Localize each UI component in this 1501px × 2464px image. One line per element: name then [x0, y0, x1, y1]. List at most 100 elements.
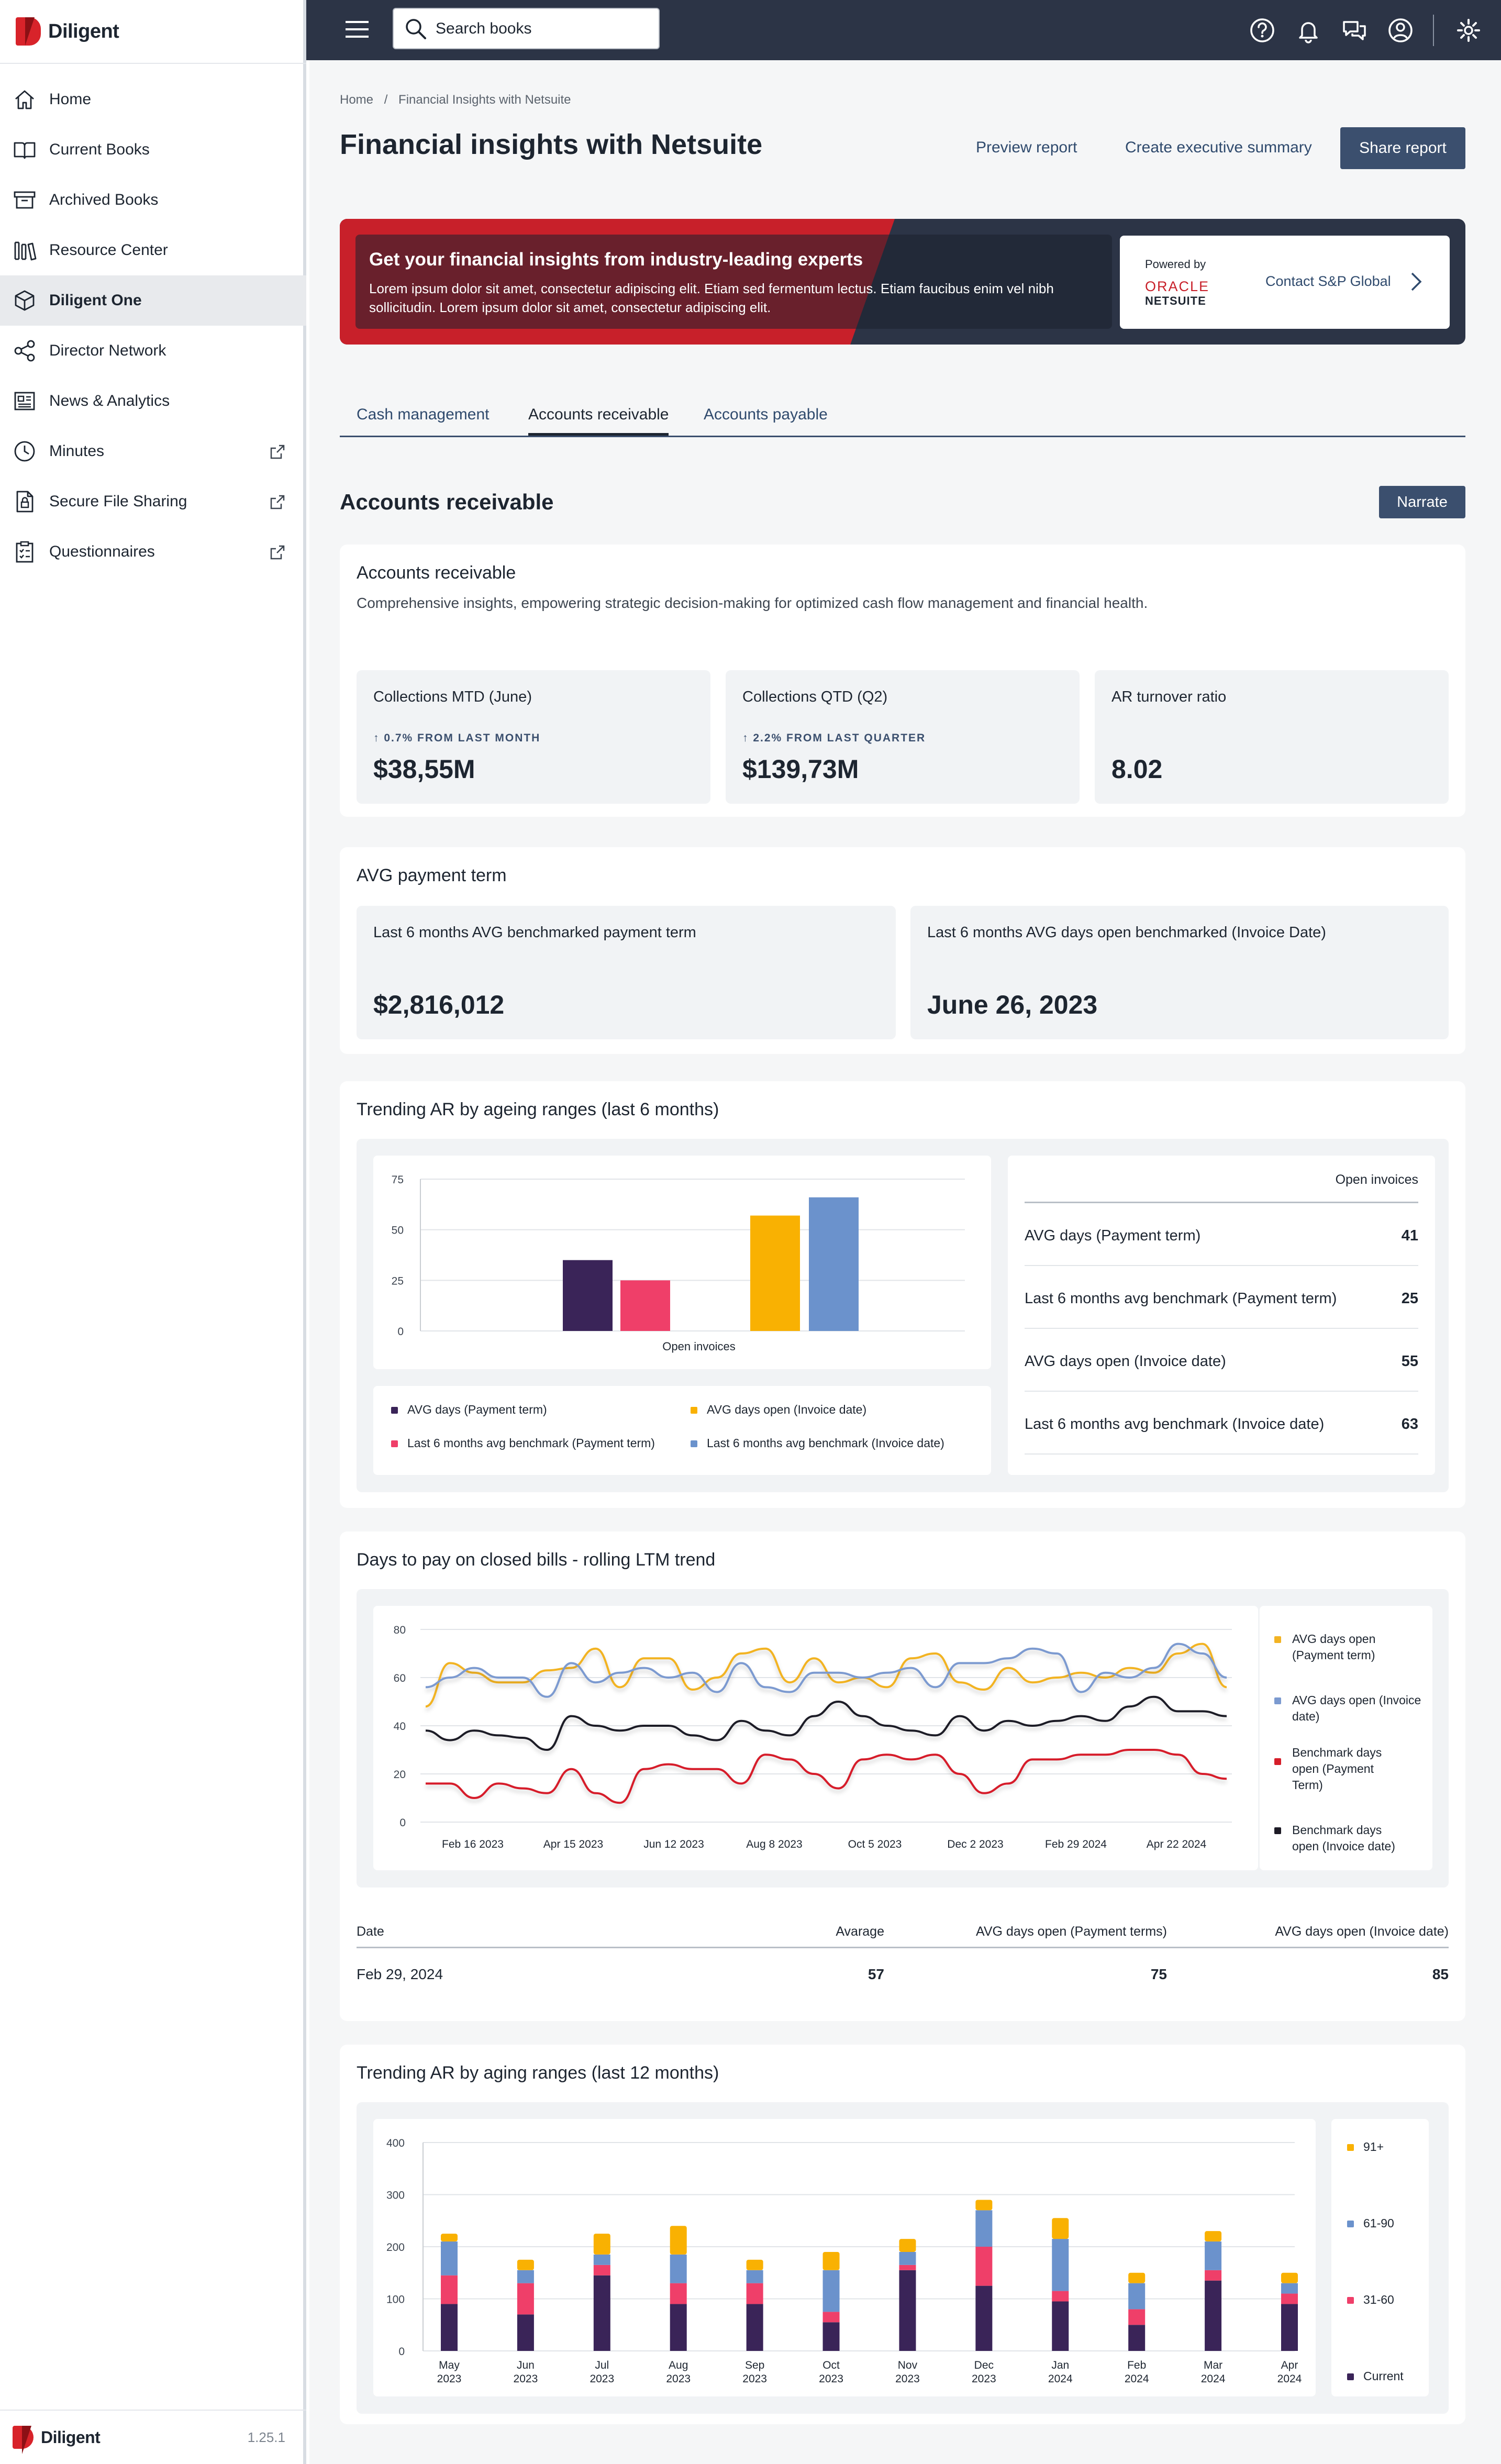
stacked-bar-segment [1281, 2283, 1298, 2294]
avg-payment-term-card: AVG payment term Last 6 months AVG bench… [340, 847, 1465, 1054]
sidebar-item-archived-books[interactable]: Archived Books [0, 175, 306, 225]
table-row: Last 6 months avg benchmark (Invoice dat… [1025, 1392, 1418, 1455]
brand-logo[interactable]: Diligent [16, 16, 119, 47]
contact-link[interactable]: Contact S&P Global [1265, 273, 1391, 289]
legend-swatch [1274, 1697, 1281, 1704]
x-tick-label: Jun 12 2023 [643, 1838, 704, 1850]
legend-item: Last 6 months avg benchmark (Invoice dat… [691, 1436, 944, 1450]
sidebar-item-news-analytics[interactable]: News & Analytics [0, 376, 306, 426]
stacked-bar-segment [822, 2312, 840, 2323]
kpi-value: $38,55M [373, 754, 475, 784]
x-tick-label: Feb 16 2023 [442, 1838, 504, 1850]
chart-legend: 91+ 61-90 31-60 Current [1331, 2119, 1429, 2396]
external-link-icon[interactable] [270, 444, 285, 460]
legend-label: AVG days open (Payment term) [1292, 1632, 1376, 1662]
breadcrumb-current: Financial Insights with Netsuite [398, 93, 571, 107]
breadcrumb: Home / Financial Insights with Netsuite [340, 93, 579, 107]
trending-ar-12m-card: Trending AR by aging ranges (last 12 mon… [340, 2045, 1465, 2424]
card-title: Accounts receivable [357, 563, 516, 583]
bell-icon[interactable] [1295, 17, 1322, 44]
stacked-bar-segment [441, 2234, 458, 2242]
legend-swatch [1347, 2297, 1354, 2304]
legend-label: AVG days open (Invoice date) [707, 1403, 867, 1416]
menu-icon[interactable] [346, 20, 369, 39]
sidebar-item-label: Secure File Sharing [49, 493, 187, 510]
stacked-bar-segment [441, 2304, 458, 2351]
legend-label: 61-90 [1363, 2216, 1394, 2230]
row-value: 25 [1401, 1290, 1418, 1307]
x-tick-label: Feb [1127, 2359, 1146, 2371]
legend-label: 31-60 [1363, 2293, 1394, 2306]
book-open-icon [13, 138, 37, 162]
y-tick-label: 0 [397, 1326, 404, 1338]
sidebar-item-questionnaires[interactable]: Questionnaires [0, 527, 306, 577]
x-tick-label: Sep [745, 2359, 764, 2371]
network-icon [13, 339, 37, 363]
external-link-icon[interactable] [270, 545, 285, 560]
tab-accounts-receivable[interactable]: Accounts receivable [528, 406, 669, 436]
contact-card[interactable]: Powered by ORACLE NETSUITE Contact S&P G… [1120, 236, 1450, 329]
stacked-bar-segment [746, 2270, 763, 2283]
chat-icon[interactable] [1341, 17, 1368, 44]
library-icon [13, 238, 37, 262]
chevron-right-icon[interactable] [1407, 266, 1426, 297]
stacked-bar-segment [1128, 2309, 1146, 2325]
tab-cash-management[interactable]: Cash management [357, 406, 490, 423]
arrow-up-icon: ↑ [742, 732, 753, 744]
legend-label: Benchmark days open (Payment Term) [1292, 1746, 1382, 1792]
y-tick-label: 80 [394, 1624, 406, 1636]
stacked-bar-segment [899, 2239, 916, 2252]
sidebar-item-director-network[interactable]: Director Network [0, 326, 306, 376]
cell-date: Feb 29, 2024 [357, 1966, 443, 1982]
sidebar-item-home[interactable]: Home [0, 74, 306, 125]
x-tick-label: May [439, 2359, 460, 2371]
card-title: Days to pay on closed bills - rolling LT… [357, 1550, 716, 1570]
legend-label: 91+ [1363, 2140, 1384, 2154]
external-link-icon[interactable] [270, 494, 285, 510]
sidebar-item-current-books[interactable]: Current Books [0, 125, 306, 175]
stacked-bar-segment [1052, 2301, 1069, 2351]
app-version: 1.25.1 [247, 2429, 285, 2445]
stacked-bar-segment [822, 2270, 840, 2312]
sidebar-item-diligent-one[interactable]: Diligent One [0, 275, 306, 326]
sidebar-divider [0, 63, 306, 64]
sidebar-item-label: Diligent One [49, 292, 142, 309]
row-value: 63 [1401, 1416, 1418, 1433]
secure-file-icon [13, 490, 37, 514]
x-tick-label: 2024 [1048, 2373, 1073, 2385]
help-icon[interactable] [1249, 17, 1276, 44]
sidebar-item-label: Archived Books [49, 191, 159, 208]
stacked-bar-segment [593, 2234, 610, 2255]
main-content: Home / Financial Insights with Netsuite … [309, 60, 1501, 2464]
cell-average: 57 [868, 1966, 884, 1982]
stacked-bar-segment [899, 2270, 916, 2351]
sidebar-item-resource-center[interactable]: Resource Center [0, 225, 306, 275]
x-tick-label: Aug [669, 2359, 688, 2371]
narrate-button[interactable]: Narrate [1379, 486, 1465, 518]
sidebar-item-minutes[interactable]: Minutes [0, 426, 306, 476]
stacked-bar-segment [517, 2270, 534, 2283]
tab-accounts-payable[interactable]: Accounts payable [704, 406, 828, 423]
settings-icon[interactable] [1455, 17, 1482, 44]
sidebar-item-secure-file-sharing[interactable]: Secure File Sharing [0, 476, 306, 527]
create-executive-summary-link[interactable]: Create executive summary [1125, 139, 1312, 156]
stacked-chart-container: 0 100 200 300 400 May 2023 Jun 2023 Jul 2023 Aug 202… [373, 2119, 1316, 2396]
x-tick-label: 2023 [590, 2373, 614, 2385]
preview-report-link[interactable]: Preview report [976, 139, 1077, 156]
legend-label: Benchmark days open (Invoice date) [1292, 1823, 1395, 1853]
y-tick-label: 40 [394, 1721, 406, 1733]
share-report-button[interactable]: Share report [1340, 127, 1465, 169]
user-circle-icon[interactable] [1387, 17, 1414, 44]
page-title: Financial insights with Netsuite [340, 129, 763, 160]
stacked-bar-segment [899, 2265, 916, 2270]
chart-panel: 0 100 200 300 400 May 2023 Jun 2023 Jul 2023 Aug 202… [357, 2102, 1449, 2414]
header-date: Date [357, 1924, 384, 1939]
x-tick-label: Aug 8 2023 [746, 1838, 802, 1850]
search-input[interactable]: Search books [393, 8, 660, 49]
kpi-delta: ↑ 0.7% FROM LAST MONTH [373, 732, 540, 745]
breadcrumb-home[interactable]: Home [340, 93, 374, 107]
card-title: Trending AR by ageing ranges (last 6 mon… [357, 1100, 719, 1119]
stacked-bar-segment [670, 2226, 687, 2255]
breadcrumb-separator: / [384, 93, 388, 107]
legend-item: Current [1347, 2369, 1404, 2383]
